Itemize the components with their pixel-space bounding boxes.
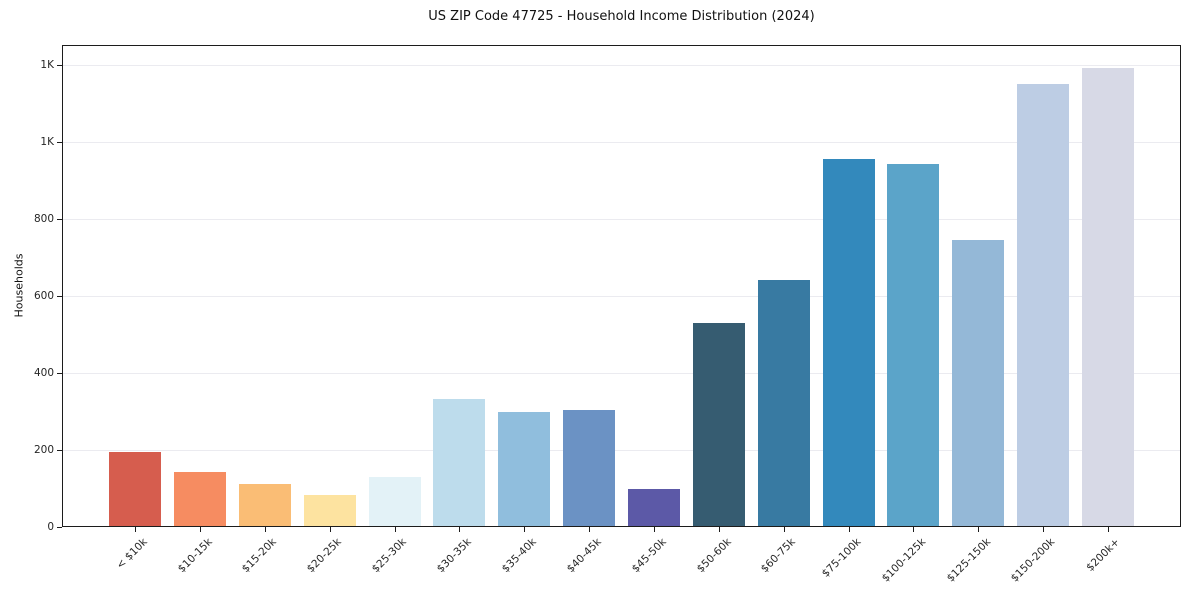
- y-tick-label: 400: [33, 367, 54, 379]
- x-tick-mark: [589, 527, 591, 532]
- x-tick-label: $75-100k: [819, 536, 863, 580]
- bar: [1017, 84, 1070, 526]
- y-tick-mark: [57, 450, 62, 451]
- x-tick-label: $40-45k: [564, 536, 604, 576]
- x-tick-mark: [329, 527, 331, 532]
- y-tick-label: 200: [33, 444, 54, 456]
- bar: [368, 476, 421, 526]
- gridline: [63, 219, 1180, 220]
- x-tick-label: $125-150k: [944, 536, 993, 585]
- x-tick-label: < $10k: [113, 536, 150, 572]
- y-tick-label: 0: [47, 521, 54, 533]
- y-axis-title: Households: [12, 253, 26, 318]
- x-tick-mark: [264, 527, 266, 532]
- bar: [173, 471, 226, 526]
- x-tick-label: $45-50k: [629, 536, 669, 576]
- bar: [109, 451, 161, 526]
- bar: [1082, 68, 1134, 526]
- gridline: [63, 296, 1180, 297]
- x-tick-label: $100-125k: [879, 536, 928, 585]
- x-tick-label: $60-75k: [759, 536, 799, 576]
- x-tick-mark: [913, 527, 915, 532]
- x-tick-label: $25-30k: [369, 536, 409, 576]
- chart-title: US ZIP Code 47725 - Household Income Dis…: [428, 9, 815, 24]
- x-tick-mark: [459, 527, 461, 532]
- gridline: [63, 65, 1180, 67]
- y-tick-label: 1K: [40, 136, 54, 148]
- x-tick-mark: [783, 527, 785, 532]
- x-tick-mark: [199, 527, 201, 532]
- x-tick-label: $150-200k: [1009, 536, 1058, 585]
- x-tick-mark: [848, 527, 850, 532]
- gridline: [63, 450, 1180, 451]
- x-tick-mark: [718, 527, 720, 532]
- bar: [822, 158, 875, 526]
- x-tick-mark: [1043, 527, 1045, 532]
- plot-area: [62, 45, 1181, 527]
- y-tick-mark: [57, 142, 62, 143]
- y-tick-mark: [57, 296, 62, 297]
- x-tick-label: $15-20k: [240, 536, 280, 576]
- bar: [627, 488, 680, 526]
- y-tick-mark: [57, 373, 62, 374]
- x-tick-mark: [653, 527, 655, 532]
- x-tick-mark: [524, 527, 526, 532]
- y-tick-mark: [57, 219, 62, 220]
- bar: [757, 280, 810, 526]
- x-tick-label: $10-15k: [175, 536, 215, 576]
- bar: [303, 494, 356, 526]
- x-tick-label: $30-35k: [434, 536, 474, 576]
- gridline: [63, 142, 1180, 144]
- y-tick-label: 800: [33, 213, 54, 225]
- x-tick-mark: [1108, 527, 1109, 532]
- y-tick-label: 1K: [40, 59, 54, 71]
- x-tick-label: $35-40k: [499, 536, 539, 576]
- x-tick-mark: [394, 527, 396, 532]
- x-tick-label: $50-60k: [694, 536, 734, 576]
- y-tick-mark: [57, 65, 62, 66]
- bar: [952, 240, 1005, 526]
- bar: [887, 163, 940, 526]
- bar: [498, 412, 551, 526]
- x-tick-mark: [978, 527, 980, 532]
- bar: [238, 484, 291, 526]
- bar: [692, 323, 745, 526]
- gridline: [63, 373, 1180, 374]
- bar: [563, 410, 616, 526]
- x-tick-label: $200k+: [1084, 536, 1123, 574]
- y-tick-label: 600: [33, 290, 54, 302]
- x-tick-label: $20-25k: [304, 536, 345, 576]
- bar: [433, 399, 486, 526]
- y-tick-mark: [57, 527, 62, 528]
- x-tick-mark: [135, 527, 136, 532]
